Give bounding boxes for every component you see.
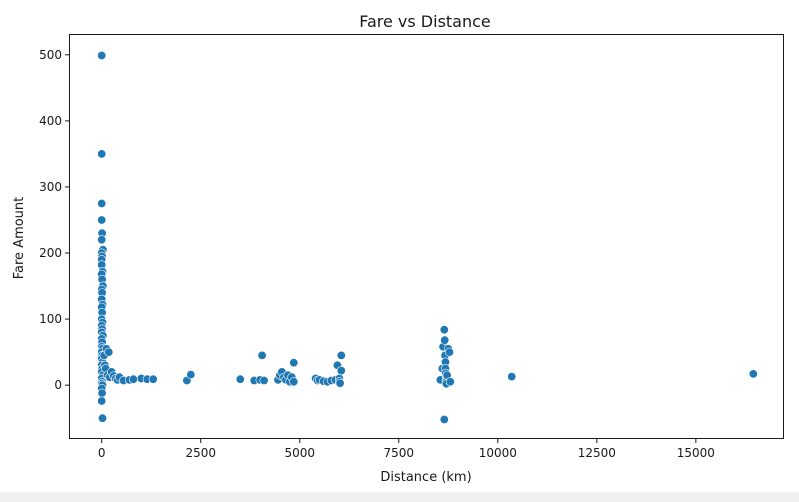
y-axis-ticks: 0 100 200 300 400 500 — [39, 48, 70, 392]
x-tick-label: 10000 — [479, 446, 517, 460]
data-point — [259, 375, 269, 385]
data-point — [104, 347, 114, 357]
data-point — [748, 369, 758, 379]
data-point — [97, 215, 107, 225]
data-point — [235, 374, 245, 384]
data-point — [257, 350, 267, 360]
x-tick-label: 15000 — [677, 446, 715, 460]
data-point — [444, 347, 454, 357]
data-point — [507, 372, 517, 382]
y-axis-label: Fare Amount — [12, 197, 27, 280]
data-point — [445, 377, 455, 387]
data-point — [336, 350, 346, 360]
x-tick-label: 5000 — [284, 446, 315, 460]
x-axis-label: Distance (km) — [380, 470, 471, 485]
data-point — [97, 199, 107, 209]
data-point — [97, 235, 107, 245]
x-tick-label: 0 — [98, 446, 106, 460]
data-point — [289, 358, 299, 368]
data-point — [439, 414, 449, 424]
data-point — [97, 388, 107, 398]
data-point — [128, 374, 138, 384]
x-tick-label: 7500 — [383, 446, 414, 460]
x-axis-ticks: 0 2500 5000 7500 10000 12500 15000 — [98, 438, 715, 460]
data-point — [336, 366, 346, 376]
y-tick-label: 300 — [39, 180, 62, 194]
y-tick-label: 400 — [39, 114, 62, 128]
x-tick-label: 12500 — [578, 446, 616, 460]
window-bottom-strip — [0, 492, 799, 502]
y-tick-label: 500 — [39, 48, 62, 62]
y-tick-label: 100 — [39, 312, 62, 326]
y-tick-label: 0 — [54, 378, 62, 392]
data-point — [439, 325, 449, 335]
points-layer — [97, 50, 758, 424]
data-point — [148, 374, 158, 384]
data-point — [289, 377, 299, 387]
y-tick-label: 200 — [39, 246, 62, 260]
data-point — [186, 370, 196, 380]
plot-area — [69, 34, 784, 439]
data-point — [97, 50, 107, 60]
data-point — [335, 378, 345, 388]
data-point — [440, 335, 450, 345]
x-tick-label: 2500 — [185, 446, 216, 460]
chart-title: Fare vs Distance — [359, 12, 491, 31]
data-point — [98, 413, 108, 423]
data-point — [97, 149, 107, 159]
data-point — [97, 396, 107, 406]
